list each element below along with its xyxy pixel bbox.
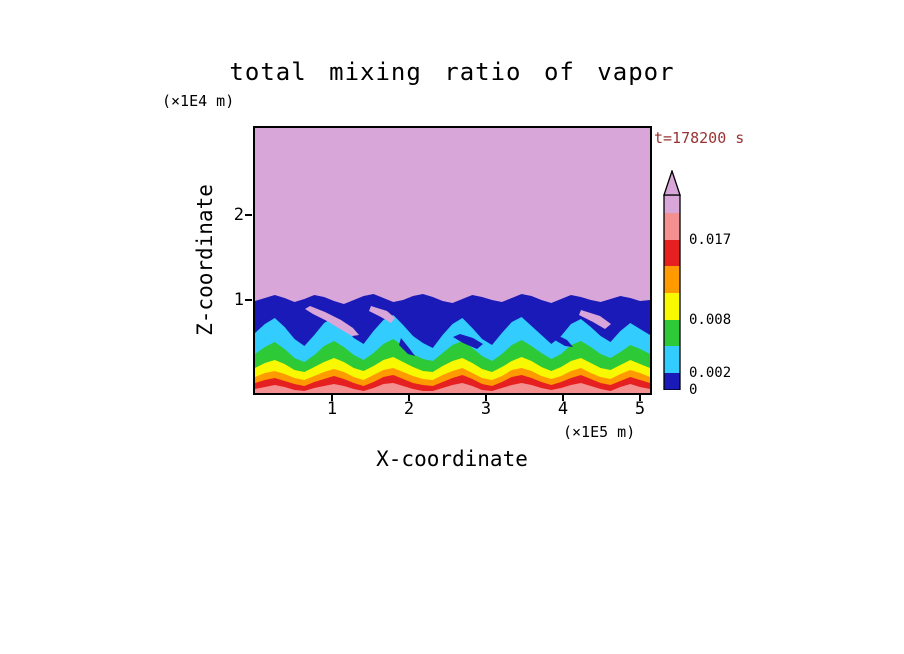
colorbar-label-0017: 0.017 xyxy=(689,232,732,248)
colorbar xyxy=(663,170,681,390)
colorbar-canvas xyxy=(663,170,681,390)
time-annotation: t=178200 s xyxy=(654,129,745,147)
x-tick-label-4: 4 xyxy=(557,399,569,419)
y-tick-mark xyxy=(245,214,252,216)
x-axis-label: X-coordinate xyxy=(376,447,528,471)
chart-title: total mixing ratio of vapor xyxy=(229,58,675,86)
colorbar-label-0002: 0.002 xyxy=(689,365,732,381)
x-tick-mark xyxy=(331,395,333,401)
y-axis-label: Z-coordinate xyxy=(193,184,217,336)
x-tick-mark xyxy=(562,395,564,401)
contour-plot-area xyxy=(253,126,652,395)
colorbar-label-0008: 0.008 xyxy=(689,312,732,328)
contour-canvas xyxy=(255,128,650,393)
y-tick-label-1: 1 xyxy=(233,290,244,310)
x-tick-label-2: 2 xyxy=(403,399,415,419)
x-tick-label-3: 3 xyxy=(480,399,492,419)
colorbar-label-0: 0 xyxy=(689,382,698,398)
x-tick-mark xyxy=(408,395,410,401)
y-axis-unit: (×1E4 m) xyxy=(162,92,235,110)
y-tick-mark xyxy=(245,299,252,301)
x-tick-label-5: 5 xyxy=(634,399,646,419)
x-tick-mark xyxy=(639,395,641,401)
x-axis-unit: (×1E5 m) xyxy=(563,423,636,441)
x-tick-label-1: 1 xyxy=(326,399,338,419)
x-tick-mark xyxy=(485,395,487,401)
y-tick-label-2: 2 xyxy=(233,205,244,225)
